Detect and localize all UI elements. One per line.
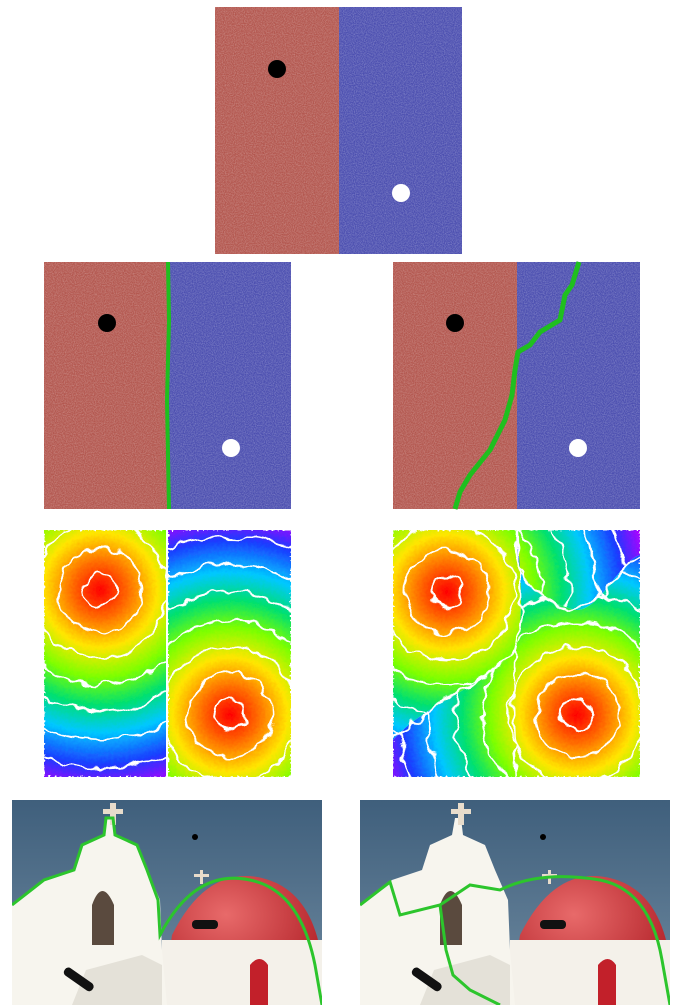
figure [0, 0, 680, 1007]
seed-white [222, 439, 240, 457]
photo [12, 800, 322, 1005]
photo-right [360, 800, 670, 1005]
seed-white [392, 184, 410, 202]
seed-white [569, 439, 587, 457]
seed-black [268, 60, 286, 78]
photo-left [12, 800, 322, 1005]
noise [393, 262, 640, 509]
noise [215, 7, 462, 254]
seed-black [446, 314, 464, 332]
boundary [167, 262, 169, 509]
page: (() => { const data = JSON.parse(documen… [0, 0, 680, 1007]
segmentation-right [393, 262, 640, 509]
input-image [215, 7, 462, 254]
seed-black [98, 314, 116, 332]
photo [360, 800, 670, 1005]
distance-field [168, 530, 291, 777]
segmentation-left [44, 262, 291, 509]
